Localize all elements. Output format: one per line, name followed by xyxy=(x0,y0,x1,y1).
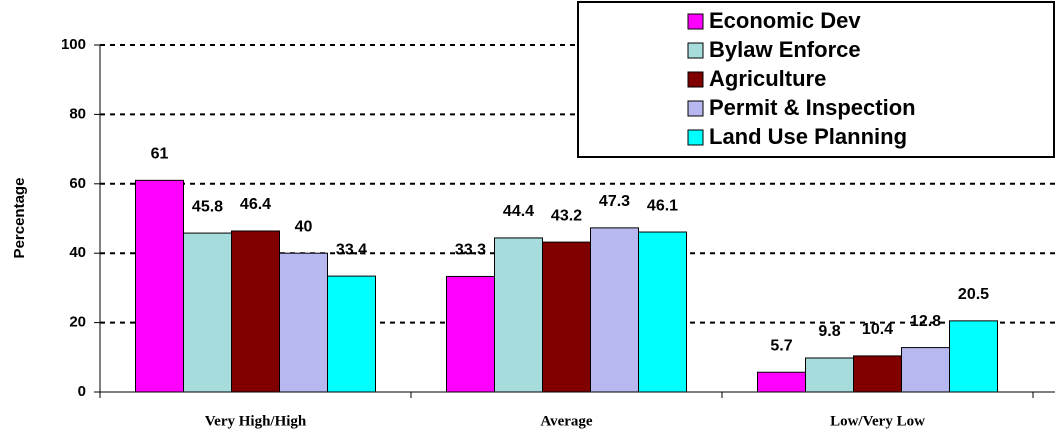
data-label: 33.4 xyxy=(336,241,367,258)
bar xyxy=(494,237,543,393)
legend-label: Bylaw Enforce xyxy=(709,37,861,62)
data-label: 40 xyxy=(295,218,313,235)
x-tick-label: Average xyxy=(540,413,593,429)
data-label: 47.3 xyxy=(599,193,630,210)
bar xyxy=(183,232,232,393)
legend-label: Land Use Planning xyxy=(709,124,907,149)
bar xyxy=(638,231,687,393)
data-label: 46.1 xyxy=(647,197,678,214)
y-tick-label: 20 xyxy=(69,314,86,331)
data-label: 43.2 xyxy=(551,207,582,224)
data-label: 33.3 xyxy=(455,242,486,259)
y-tick-label: 40 xyxy=(69,244,86,261)
bar xyxy=(590,227,639,393)
bar xyxy=(805,357,854,393)
bar xyxy=(949,320,998,393)
bar xyxy=(446,275,495,393)
legend-swatch xyxy=(687,13,704,30)
data-label: 20.5 xyxy=(958,286,989,303)
y-tick-label: 100 xyxy=(61,36,86,53)
bar xyxy=(279,252,328,393)
bar xyxy=(542,241,591,393)
data-label: 10.4 xyxy=(862,321,893,338)
data-label: 9.8 xyxy=(818,323,840,340)
bar xyxy=(757,371,806,393)
legend-label: Agriculture xyxy=(709,66,826,91)
data-label: 61 xyxy=(151,146,169,163)
x-tick-label: Very High/High xyxy=(205,413,307,429)
y-tick-label: 60 xyxy=(69,175,86,192)
legend-swatch xyxy=(687,71,704,88)
legend-swatch xyxy=(687,100,704,117)
data-label: 45.8 xyxy=(192,198,223,215)
bar xyxy=(135,179,184,393)
data-label: 46.4 xyxy=(240,196,271,213)
data-label: 5.7 xyxy=(770,337,792,354)
bar xyxy=(231,230,280,393)
data-label: 44.4 xyxy=(503,203,534,220)
y-tick-label: 0 xyxy=(78,383,86,400)
legend-swatch xyxy=(687,129,704,146)
y-tick-label: 80 xyxy=(69,105,86,122)
bar xyxy=(327,275,376,393)
bar xyxy=(853,355,902,393)
legend-swatch xyxy=(687,42,704,59)
legend-box xyxy=(577,1,1055,158)
bar xyxy=(901,347,950,393)
x-tick-label: Low/Very Low xyxy=(830,413,925,429)
data-label: 12.8 xyxy=(910,313,941,330)
legend-label: Permit & Inspection xyxy=(709,95,916,120)
legend-label: Economic Dev xyxy=(709,8,861,33)
y-axis-label: Percentage xyxy=(11,178,28,259)
